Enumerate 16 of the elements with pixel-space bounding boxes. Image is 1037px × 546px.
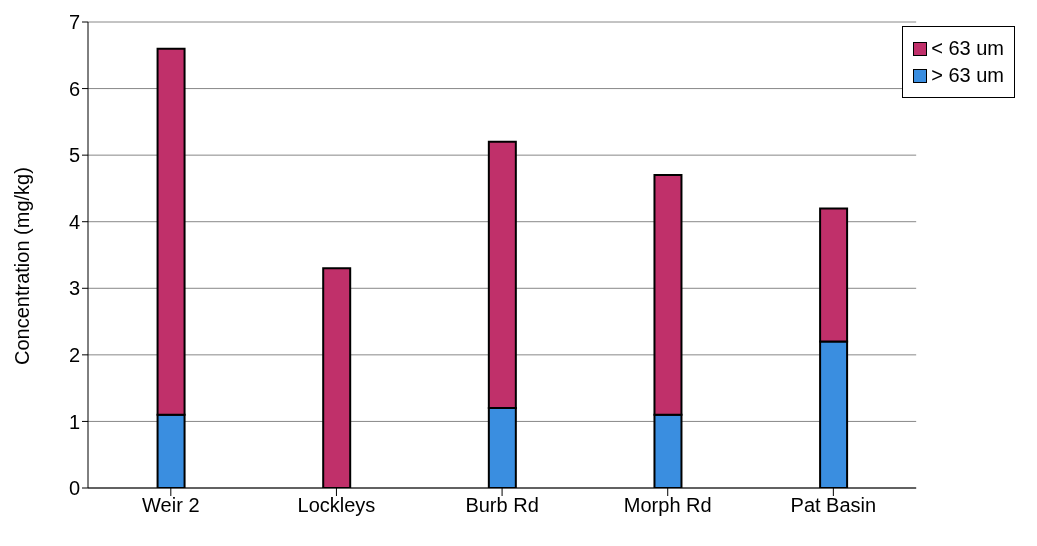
legend-label: < 63 um [931, 37, 1004, 60]
y-tick-label: 6 [68, 77, 80, 100]
y-tick-label: 7 [68, 11, 80, 34]
x-tick-label: Burb Rd [465, 494, 539, 517]
x-tick-label: Pat Basin [790, 494, 877, 517]
x-tick-label: Morph Rd [623, 494, 712, 517]
y-tick-label: 4 [68, 210, 80, 233]
y-tick-label: 2 [68, 343, 80, 366]
x-tick-label: Weir 2 [142, 494, 200, 517]
y-tick-label: 0 [68, 477, 80, 500]
x-tick-label: Lockleys [297, 494, 376, 517]
y-tick-label: 5 [68, 144, 80, 167]
y-tick-label: 3 [68, 277, 80, 300]
y-tick-label: 1 [68, 410, 80, 433]
y-axis-title: Concentration (mg/kg) [11, 167, 34, 365]
legend-label: > 63 um [931, 64, 1004, 87]
